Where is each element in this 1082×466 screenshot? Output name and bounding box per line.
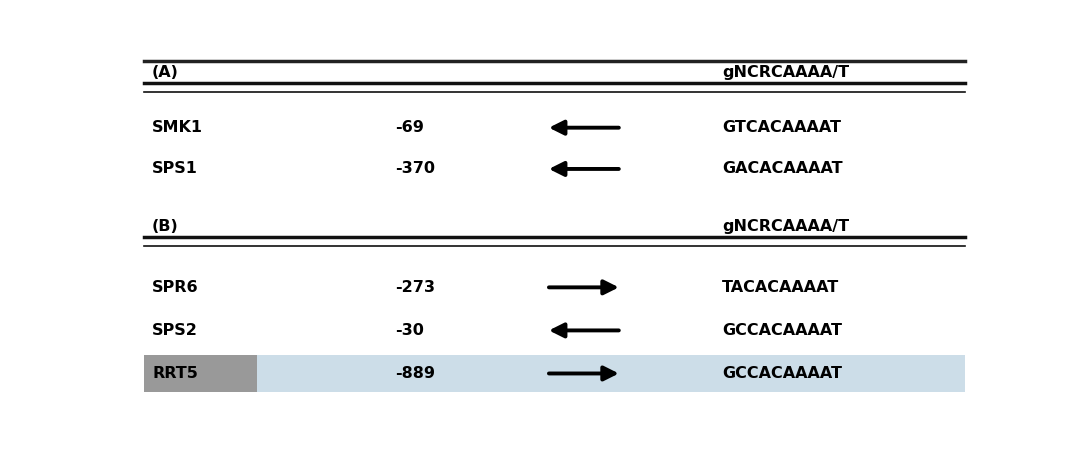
- Text: GACACAAAAT: GACACAAAAT: [723, 161, 843, 177]
- Bar: [144, 355, 256, 392]
- Text: -273: -273: [395, 280, 435, 295]
- Text: RRT5: RRT5: [151, 366, 198, 381]
- Text: GCCACAAAAT: GCCACAAAAT: [723, 366, 842, 381]
- Bar: [256, 355, 965, 392]
- Text: GCCACAAAAT: GCCACAAAAT: [723, 323, 842, 338]
- Text: SPS2: SPS2: [151, 323, 198, 338]
- Text: -889: -889: [395, 366, 435, 381]
- Text: (A): (A): [151, 65, 179, 80]
- Text: SPR6: SPR6: [151, 280, 199, 295]
- Text: GTCACAAAAT: GTCACAAAAT: [723, 120, 841, 135]
- Text: -69: -69: [395, 120, 424, 135]
- Text: gNCRCAAAA/T: gNCRCAAAA/T: [723, 65, 849, 80]
- Text: -370: -370: [395, 161, 435, 177]
- Text: (B): (B): [151, 219, 179, 234]
- Text: SPS1: SPS1: [151, 161, 198, 177]
- Text: gNCRCAAAA/T: gNCRCAAAA/T: [723, 219, 849, 234]
- Text: TACACAAAAT: TACACAAAAT: [723, 280, 840, 295]
- Text: -30: -30: [395, 323, 424, 338]
- Text: SMK1: SMK1: [151, 120, 203, 135]
